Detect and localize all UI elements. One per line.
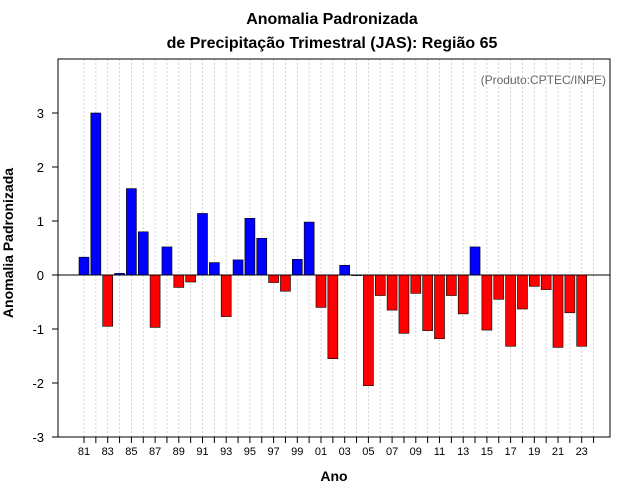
grid-lines [83,59,594,437]
chart-title-line-2: de Precipitação Trimestral (JAS): Região… [167,35,498,52]
y-tick-label: -1 [32,322,44,337]
bar-06 [374,274,386,296]
y-tick-label: 0 [37,268,44,283]
bar-93 [220,274,232,317]
bar-20 [540,274,552,290]
bar-95 [244,218,256,276]
bar-14 [469,246,481,276]
credit-label: (Produto:CPTEC/INPE) [481,73,606,87]
bar-88 [161,246,173,276]
bar-08 [398,274,410,334]
x-tick-label: 23 [576,446,588,458]
bar-21 [552,274,564,348]
x-tick-label: 89 [173,446,185,458]
bar-96 [256,237,268,276]
bar-87 [149,274,161,328]
x-tick-label: 97 [267,446,279,458]
y-tick-label: -2 [32,376,44,391]
x-tick-label: 07 [386,446,398,458]
x-tick-label: 21 [552,446,564,458]
x-axis: 81 83 85 87 89 91 93 95 97 99 01 03 05 07 09 11 13 15 17 19… [78,437,595,458]
y-tick-label: -3 [32,430,44,445]
x-tick-label: 19 [528,446,540,458]
x-axis-title: Ano [320,468,347,484]
x-tick-label: 17 [504,446,516,458]
x-tick-label: 93 [220,446,232,458]
bar-18 [517,274,528,310]
bar-09 [410,274,422,294]
bar-89 [173,274,185,288]
bar-85 [126,188,137,276]
bar-97 [268,274,279,283]
bar-83 [102,274,113,327]
x-tick-label: 91 [196,446,208,458]
bar-02 [327,274,339,359]
y-tick-label: 1 [37,214,44,229]
bar-10 [422,274,433,331]
bar-98 [280,274,291,292]
plot-frame [57,58,611,438]
bar-19 [528,274,540,287]
x-tick-label: 95 [244,446,256,458]
x-tick-label: 01 [315,446,327,458]
bar-86 [137,231,149,276]
x-tick-label: 15 [481,446,493,458]
x-tick-label: 87 [149,446,161,458]
bar-15 [481,274,493,331]
bar-23 [576,274,588,347]
bar-16 [493,274,505,300]
y-axis-title: Anomalia Padronizada [0,168,16,318]
bar-07 [386,274,398,311]
y-tick-label: 3 [37,106,44,121]
bar-82 [90,112,102,276]
bar-17 [505,274,516,347]
x-tick-label: 03 [339,446,351,458]
x-tick-label: 83 [102,446,114,458]
bar-03 [339,264,351,276]
chart-title-line-1: Anomalia Padronizada [246,11,418,28]
x-tick-label: 11 [434,446,445,458]
bar-92 [209,262,220,276]
x-tick-label: 05 [362,446,374,458]
bar-90 [185,274,196,283]
x-tick-label: 13 [457,446,469,458]
bar-05 [363,274,374,386]
bar-13 [457,274,469,315]
x-tick-label: 99 [291,446,303,458]
bar-99 [291,259,303,276]
bar-12 [446,274,457,296]
bar-22 [564,274,576,314]
bar-01 [315,274,327,308]
bar-11 [434,274,445,340]
y-axis: -3 -2 -1 0 1 2 3 [32,106,58,445]
y-tick-label: 2 [37,160,44,175]
x-tick-label: 81 [78,446,90,458]
x-tick-label: 85 [125,446,137,458]
bar-94 [232,259,244,276]
bar-81 [78,256,90,276]
bar-91 [197,213,208,276]
bar-00 [303,221,315,276]
x-tick-label: 09 [410,446,422,458]
